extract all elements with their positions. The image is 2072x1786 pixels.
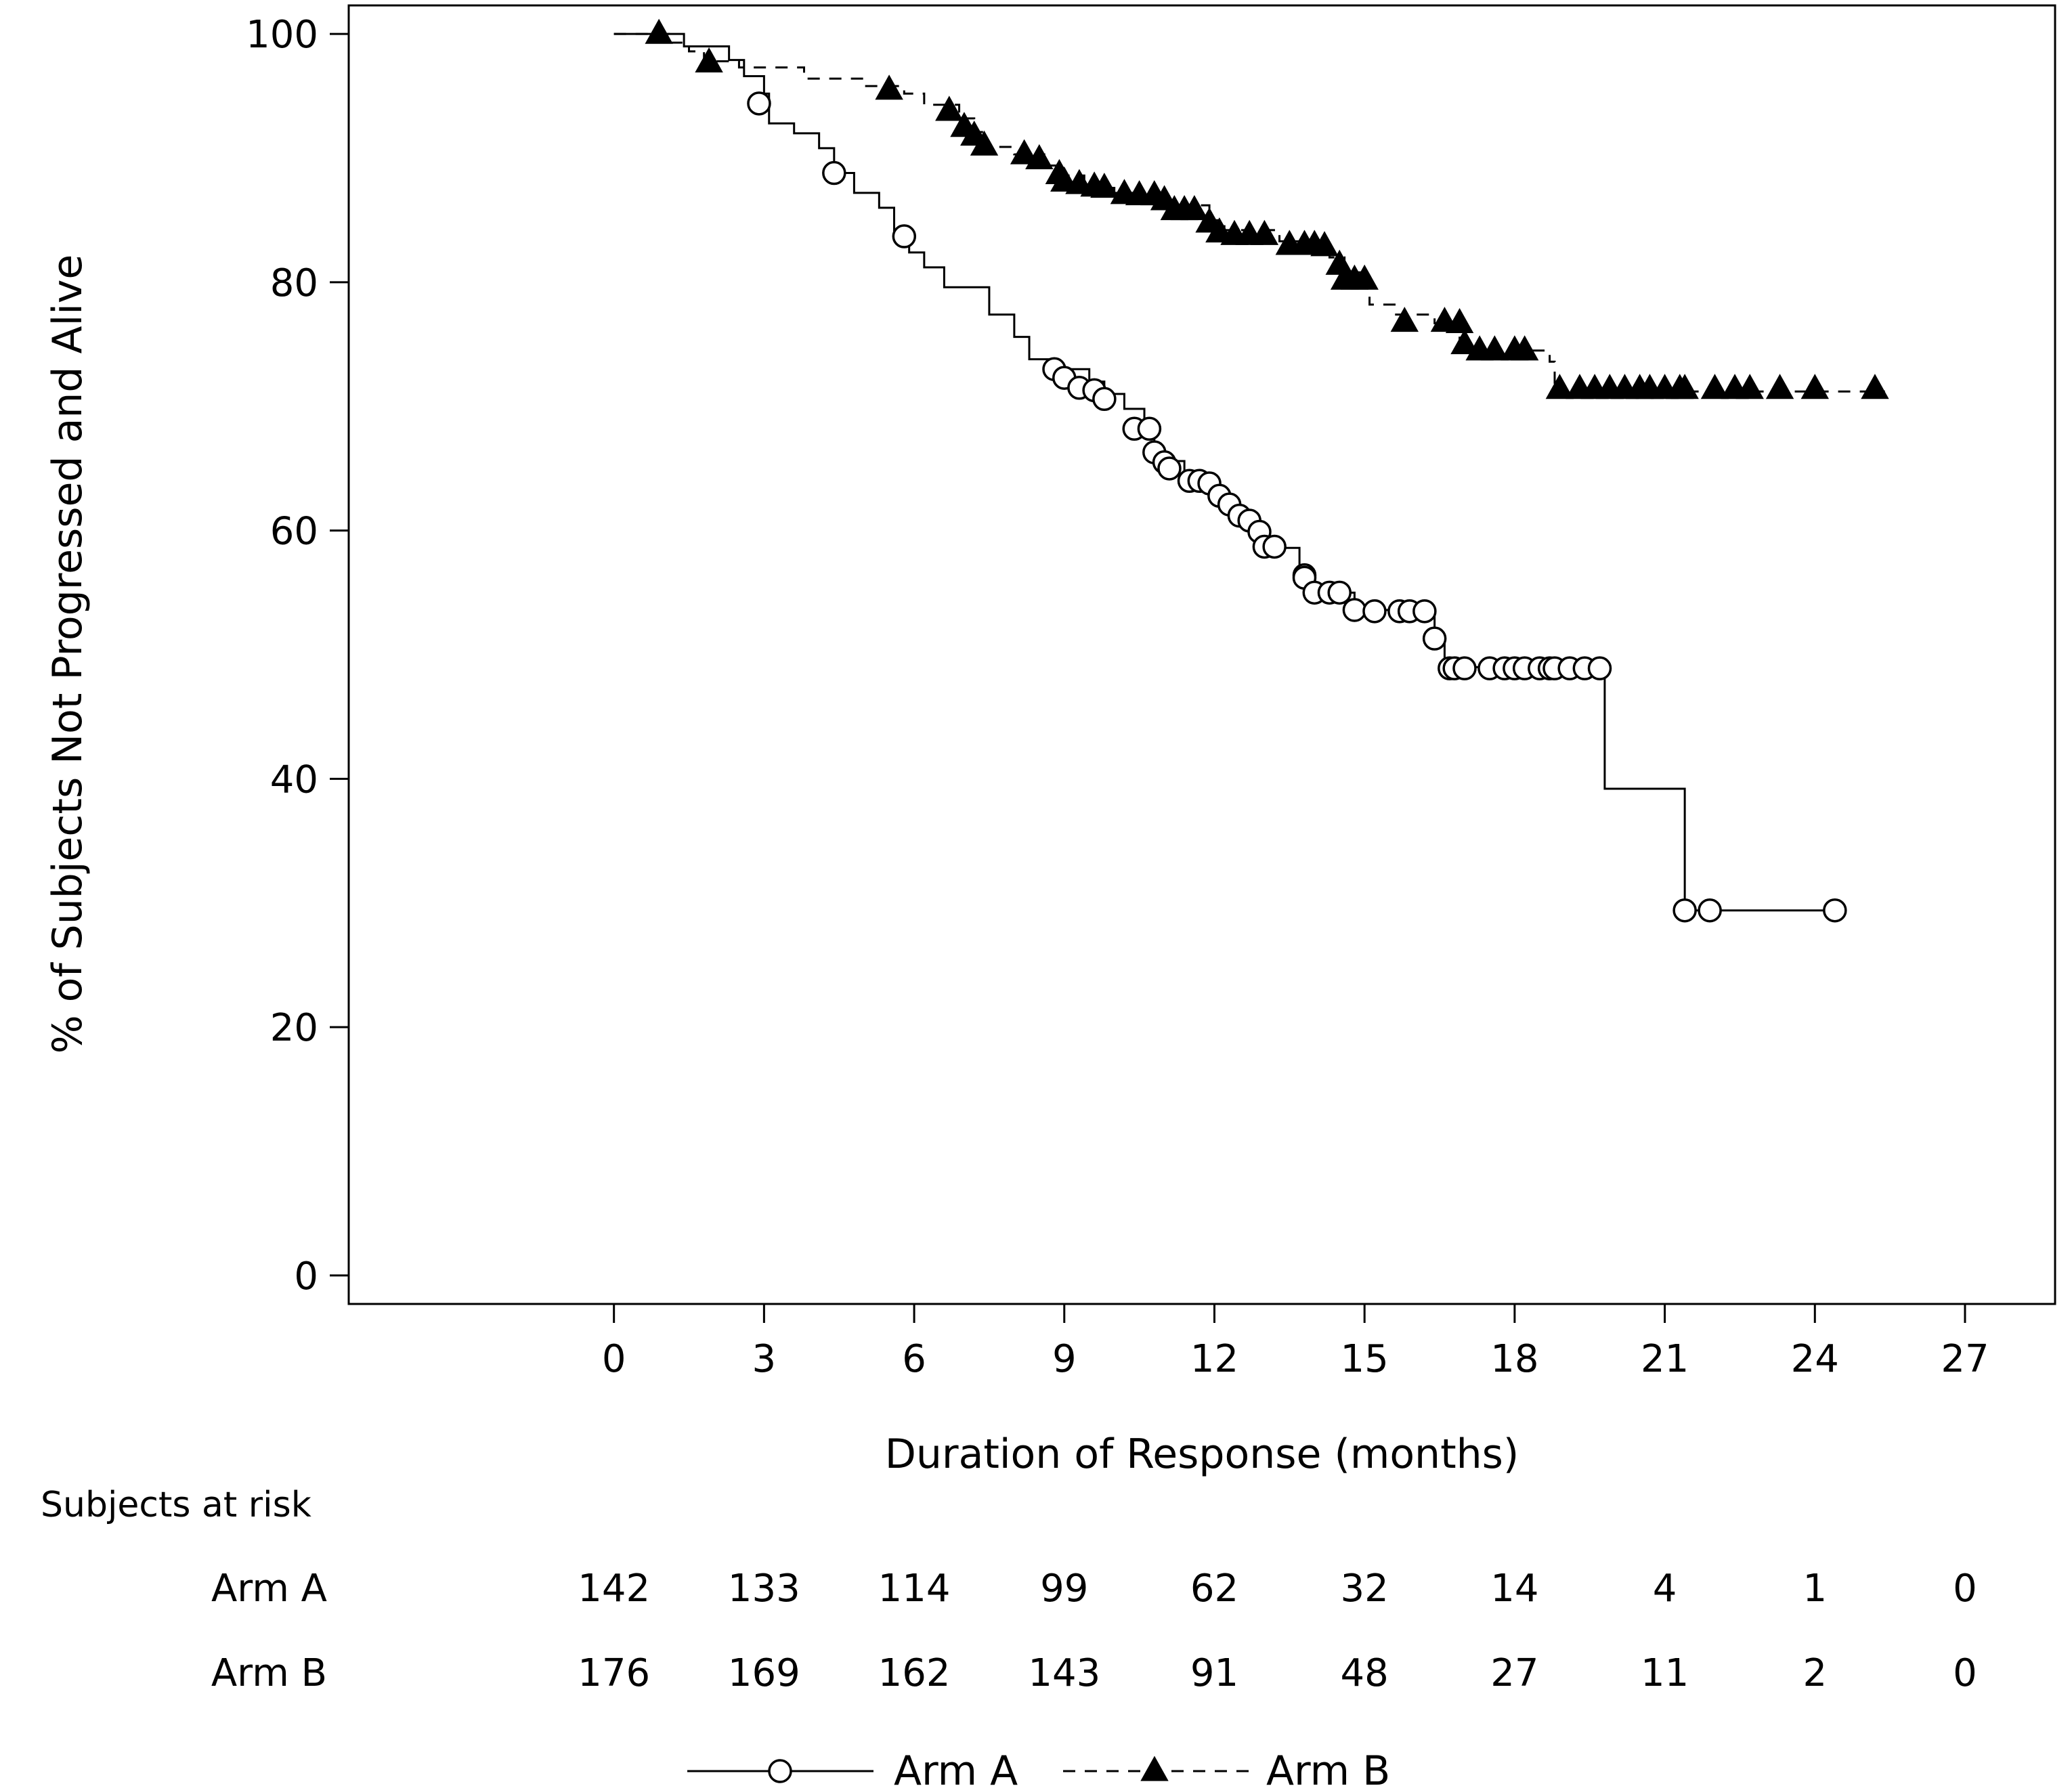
y-tick-label: 20: [270, 1006, 318, 1050]
censor-marker-arm-b: [1670, 374, 1699, 399]
at-risk-count: 48: [1341, 1651, 1389, 1695]
censor-marker-arm-b: [1010, 139, 1039, 165]
legend-label-arm-a: Arm A: [894, 1747, 1018, 1786]
censor-marker-arm-a: [1342, 598, 1367, 622]
censor-marker-arm-a: [1092, 387, 1117, 412]
at-risk-count: 14: [1490, 1567, 1538, 1611]
censor-marker-arm-b: [1180, 195, 1209, 221]
y-tick-label: 0: [294, 1255, 318, 1299]
at-risk-count: 32: [1341, 1567, 1389, 1611]
censor-marker-arm-b: [1445, 307, 1474, 334]
censor-marker-arm-a: [747, 91, 771, 116]
censor-marker-arm-b: [1310, 231, 1339, 257]
censor-marker-arm-b: [1250, 219, 1279, 245]
series-line-arm-a: [613, 32, 1835, 912]
at-risk-count: 142: [578, 1567, 650, 1611]
censor-marker-arm-a: [1422, 626, 1447, 651]
censor-marker-arm-b: [970, 130, 999, 156]
at-risk-count: 2: [1803, 1651, 1827, 1695]
censor-marker-arm-b: [1350, 264, 1379, 290]
series-line-arm-b: [613, 32, 1885, 393]
censor-marker-arm-b: [1480, 335, 1509, 361]
censor-marker-arm-b: [1545, 374, 1574, 399]
x-tick-label: 12: [1190, 1337, 1238, 1381]
x-tick-label: 18: [1490, 1337, 1538, 1381]
x-tick-label: 24: [1791, 1337, 1839, 1381]
y-tick-label: 60: [270, 510, 318, 554]
censor-marker-arm-b: [645, 18, 673, 44]
at-risk-count: 1: [1803, 1567, 1827, 1611]
at-risk-count: 0: [1953, 1567, 1977, 1611]
at-risk-count: 4: [1653, 1567, 1677, 1611]
at-risk-count: 143: [1028, 1651, 1100, 1695]
censor-marker-arm-a: [1587, 656, 1612, 680]
censor-marker-arm-b: [1735, 374, 1764, 399]
x-axis: 0 3 6 9 12 15 18 21 24 27: [602, 1304, 1989, 1381]
at-risk-count: 162: [878, 1651, 951, 1695]
x-tick-label: 6: [902, 1337, 926, 1381]
at-risk-count: 27: [1490, 1651, 1538, 1695]
legend-marker-arm-a: [768, 1759, 792, 1783]
y-axis: 0 20 40 60 80 100: [246, 13, 349, 1299]
censor-marker-arm-b: [1090, 173, 1119, 198]
x-axis-label: Duration of Response (months): [885, 1431, 1519, 1478]
censor-marker-arm-b: [1700, 374, 1729, 399]
x-tick-label: 27: [1941, 1337, 1989, 1381]
censor-marker-arm-a: [1327, 580, 1352, 605]
at-risk-count: 62: [1190, 1567, 1238, 1611]
at-risk-count: 91: [1190, 1651, 1238, 1695]
y-tick-label: 80: [270, 261, 318, 305]
y-tick-label: 100: [246, 13, 318, 57]
censor-marker-arm-a: [1137, 416, 1162, 441]
censor-marker-arm-a: [1157, 456, 1182, 481]
censor-marker-arm-a: [1362, 599, 1387, 624]
y-axis-label: % of Subjects Not Progressed and Alive: [44, 255, 91, 1054]
x-tick-label: 0: [602, 1337, 626, 1381]
at-risk-count: 176: [578, 1651, 650, 1695]
x-tick-label: 9: [1052, 1337, 1077, 1381]
censor-marker-arm-a: [1452, 656, 1477, 680]
x-tick-label: 15: [1341, 1337, 1389, 1381]
censor-marker-arm-b: [1025, 144, 1054, 169]
survival-curves: [613, 32, 1885, 912]
at-risk-count: 114: [878, 1567, 951, 1611]
censor-marker-arm-a: [1412, 599, 1437, 624]
censor-marker-arm-b: [1510, 335, 1539, 361]
at-risk-row-label: Arm B: [211, 1651, 327, 1695]
at-risk-count: 169: [728, 1651, 800, 1695]
censor-marker-arm-a: [892, 224, 917, 248]
censor-markers: [645, 18, 1889, 923]
at-risk-count: 11: [1641, 1651, 1689, 1695]
censor-marker-arm-b: [695, 47, 723, 72]
censor-marker-arm-b: [875, 74, 903, 100]
x-tick-label: 21: [1641, 1337, 1689, 1381]
at-risk-title: Subjects at risk: [41, 1485, 311, 1525]
legend-label-arm-b: Arm B: [1266, 1747, 1390, 1786]
censor-marker-arm-b: [1800, 374, 1829, 399]
censor-marker-arm-b: [1390, 307, 1419, 332]
censor-marker-arm-a: [822, 160, 846, 186]
legend-marker-arm-b: [1140, 1756, 1169, 1781]
censor-marker-arm-b: [1861, 374, 1889, 399]
censor-marker-arm-b: [1765, 374, 1794, 399]
at-risk-count: 99: [1040, 1567, 1088, 1611]
censor-marker-arm-b: [935, 95, 964, 121]
at-risk-row-label: Arm A: [211, 1567, 327, 1611]
at-risk-count: 133: [728, 1567, 800, 1611]
censor-marker-arm-a: [1262, 534, 1287, 559]
legend: Arm A Arm B: [687, 1747, 1390, 1786]
at-risk-count: 0: [1953, 1651, 1977, 1695]
plot-frame: [347, 4, 2056, 1305]
censor-marker-arm-a: [1698, 898, 1722, 923]
x-tick-label: 3: [752, 1337, 777, 1381]
at-risk-table: Arm A 142 133 114 99 62 32 14 4 1 0 Arm B 176 169 162 1…: [211, 1567, 1977, 1695]
censor-marker-arm-b: [1450, 329, 1479, 355]
y-tick-label: 40: [270, 758, 318, 802]
censor-marker-arm-a: [1672, 898, 1697, 923]
censor-marker-arm-a: [1823, 898, 1847, 923]
